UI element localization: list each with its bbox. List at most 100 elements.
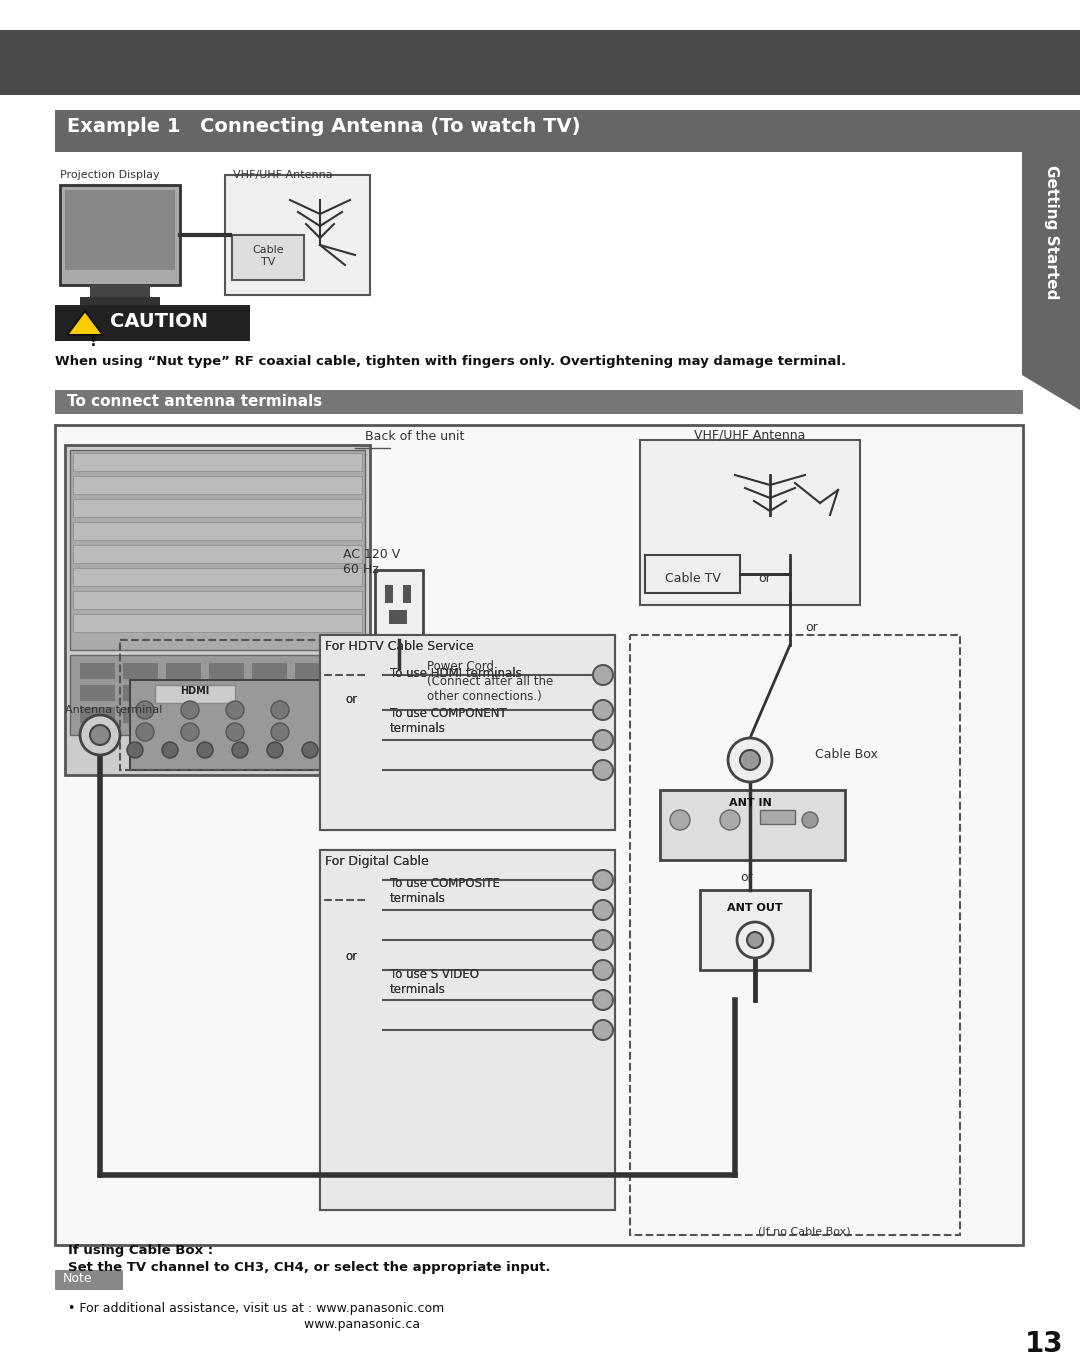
Circle shape (720, 810, 740, 830)
Text: or: or (345, 950, 357, 964)
Circle shape (593, 990, 613, 1010)
Circle shape (593, 665, 613, 686)
Bar (391, 668, 409, 680)
Bar (375, 570, 423, 641)
Bar (328, 701, 383, 720)
Circle shape (593, 1020, 613, 1040)
Text: (If no Cable Box): (If no Cable Box) (758, 1225, 851, 1236)
Bar (630, 635, 960, 1235)
Text: To use HDMI terminals: To use HDMI terminals (390, 667, 522, 680)
Bar (65, 444, 370, 776)
Bar (130, 680, 365, 770)
Bar (55, 390, 1023, 414)
Text: or: or (740, 871, 753, 885)
Bar (166, 707, 201, 722)
Text: or: or (345, 692, 357, 706)
Bar (328, 870, 383, 890)
Text: If using Cable Box :: If using Cable Box : (68, 1244, 213, 1257)
Bar (645, 555, 740, 593)
Bar (328, 761, 383, 780)
Bar (70, 450, 365, 650)
Bar (295, 662, 330, 679)
Bar (232, 234, 303, 279)
Circle shape (593, 900, 613, 920)
Text: !: ! (90, 334, 96, 349)
Bar (328, 1020, 383, 1040)
Circle shape (593, 870, 613, 890)
Text: To use COMPONENT
terminals: To use COMPONENT terminals (390, 707, 507, 735)
Circle shape (271, 722, 289, 741)
Text: For HDTV Cable Service: For HDTV Cable Service (325, 641, 474, 653)
Circle shape (728, 737, 772, 782)
Bar (328, 731, 383, 750)
Bar (660, 791, 845, 860)
Polygon shape (67, 311, 103, 335)
Bar (295, 707, 330, 722)
Bar (315, 630, 620, 1210)
Circle shape (232, 741, 248, 758)
Circle shape (226, 701, 244, 720)
Bar (80, 707, 114, 722)
Bar (1022, 110, 1080, 375)
Text: To connect antenna terminals: To connect antenna terminals (67, 394, 322, 409)
Bar (210, 662, 244, 679)
Circle shape (181, 701, 199, 720)
Circle shape (127, 741, 143, 758)
Text: or: or (758, 572, 771, 585)
Text: To use S VIDEO
terminals: To use S VIDEO terminals (390, 968, 480, 996)
Text: or: or (805, 622, 818, 634)
Bar (0, 30, 1080, 95)
Circle shape (181, 722, 199, 741)
Text: VHF/UHF Antenna: VHF/UHF Antenna (233, 170, 333, 180)
Text: To use COMPOSITE
terminals: To use COMPOSITE terminals (390, 876, 500, 905)
Bar (700, 890, 810, 970)
Bar (320, 635, 615, 830)
Circle shape (80, 716, 120, 755)
Bar (65, 189, 175, 270)
Circle shape (267, 741, 283, 758)
Bar (73, 545, 362, 563)
Text: For Digital Cable: For Digital Cable (325, 855, 429, 868)
Bar (73, 476, 362, 493)
Bar (328, 990, 383, 1010)
Bar (123, 707, 158, 722)
Bar (55, 425, 1023, 1244)
Bar (73, 568, 362, 586)
Bar (640, 440, 860, 605)
Text: Cable TV: Cable TV (665, 572, 721, 585)
Bar (389, 611, 407, 624)
Bar (55, 1270, 123, 1289)
Bar (166, 686, 201, 701)
Circle shape (90, 725, 110, 746)
Bar (156, 686, 235, 703)
Text: Example 1: Example 1 (67, 117, 180, 136)
Bar (252, 662, 287, 679)
Circle shape (593, 731, 613, 750)
Text: Cable Box: Cable Box (815, 748, 878, 762)
Bar (252, 686, 287, 701)
Polygon shape (1022, 375, 1080, 410)
Text: Getting Started: Getting Started (1043, 165, 1058, 300)
Bar (73, 613, 362, 632)
Bar (225, 174, 370, 294)
Bar (210, 707, 244, 722)
Bar (328, 900, 383, 920)
Text: • For additional assistance, visit us at : www.panasonic.com: • For additional assistance, visit us at… (68, 1302, 444, 1315)
Circle shape (737, 921, 773, 958)
Bar (80, 686, 114, 701)
Text: For HDTV Cable Service: For HDTV Cable Service (325, 641, 474, 653)
Circle shape (302, 741, 318, 758)
Text: www.panasonic.ca: www.panasonic.ca (68, 1318, 420, 1332)
Circle shape (226, 722, 244, 741)
Bar (760, 810, 795, 825)
Text: To use COMPONENT
terminals: To use COMPONENT terminals (390, 707, 507, 735)
Text: When using “Nut type” RF coaxial cable, tighten with fingers only. Overtightenin: When using “Nut type” RF coaxial cable, … (55, 354, 846, 368)
Bar (210, 686, 244, 701)
Bar (55, 305, 249, 341)
Circle shape (162, 741, 178, 758)
Text: ANT OUT: ANT OUT (727, 904, 783, 913)
Circle shape (802, 812, 818, 827)
Text: 13: 13 (1025, 1330, 1064, 1358)
Circle shape (747, 932, 762, 949)
Text: HDMI: HDMI (180, 686, 210, 696)
